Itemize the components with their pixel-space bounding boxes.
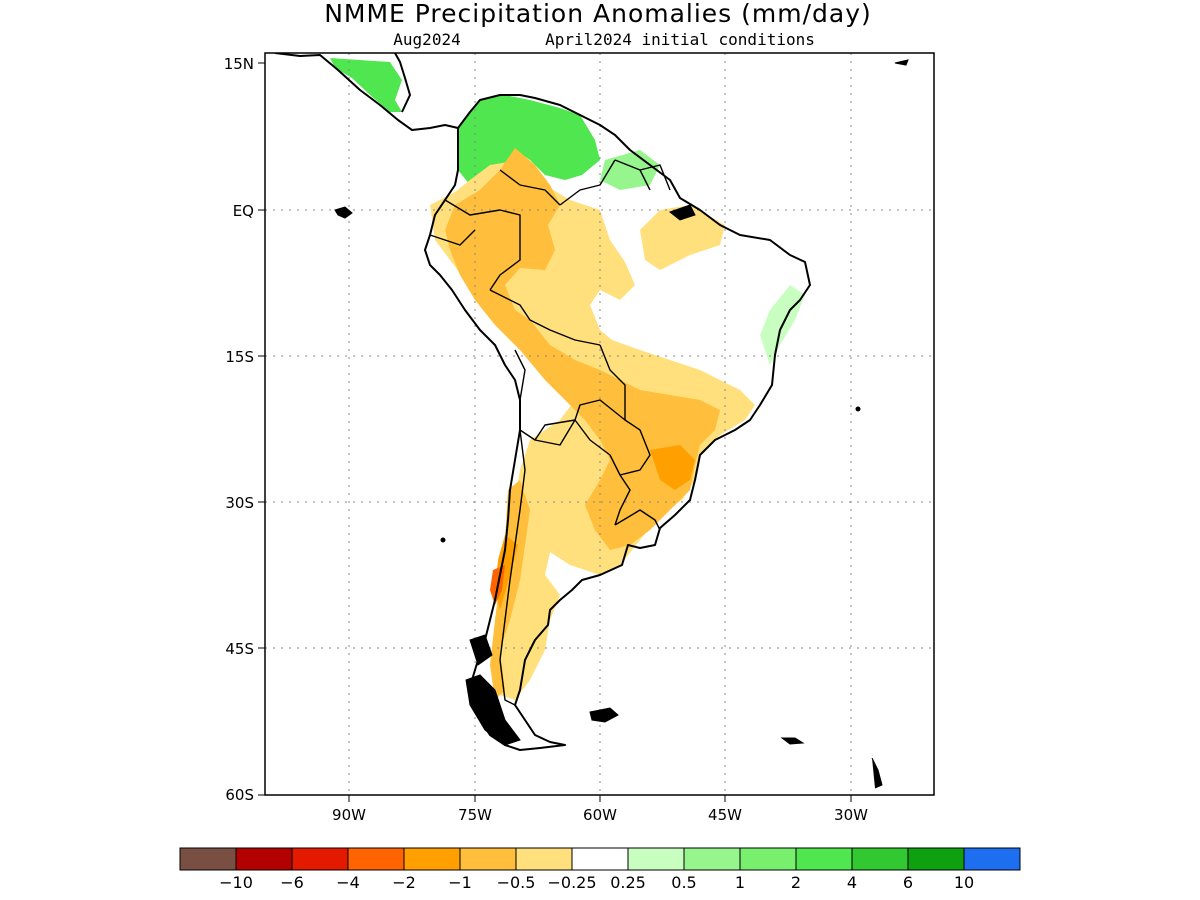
border-paraguay [574, 419, 651, 476]
caribbean-islet [894, 59, 909, 66]
border-peru-brazil [489, 289, 601, 346]
colorbar-swatch [683, 847, 741, 871]
chiloe-archipelago [469, 634, 493, 666]
border-argentina-north [534, 419, 631, 526]
colorbar-labels: −10 −6 −4 −2 −1 −0.5 −0.25 0.25 0.5 1 2 … [219, 873, 974, 892]
lat-tick-label: 45S [225, 640, 254, 658]
colorbar-label: −10 [219, 873, 253, 892]
south-sandwich-islands [871, 757, 883, 789]
colorbar-label: −1 [448, 873, 472, 892]
colorbar-swatch [235, 847, 293, 871]
colorbar-swatch [291, 847, 349, 871]
colorbar-swatch [459, 847, 517, 871]
colorbar-label: 0.5 [671, 873, 696, 892]
negative-anomaly-light-ne-brazil [640, 205, 725, 270]
south-georgia [780, 737, 805, 745]
colorbar-swatch [571, 847, 629, 871]
colorbar-swatch [627, 847, 685, 871]
coastlines [274, 53, 811, 751]
colorbar-swatch [739, 847, 797, 871]
lon-tick-label: 45W [708, 806, 742, 824]
colorbar-swatch [347, 847, 405, 871]
initial-conditions-label: April2024 initial conditions [545, 30, 815, 49]
border-colombia-peru [444, 199, 521, 291]
colorbar-swatch [795, 847, 853, 871]
colorbar-label: −0.25 [547, 873, 596, 892]
longitude-axis: 90W 75W 60W 45W 30W [332, 795, 868, 824]
colorbar [179, 847, 1021, 871]
positive-anomaly-central-america [330, 58, 402, 112]
lon-tick-label: 60W [583, 806, 617, 824]
border-venezuela-brazil [559, 159, 616, 206]
colorbar-label: −0.5 [497, 873, 536, 892]
colorbar-swatch [851, 847, 909, 871]
country-borders [429, 159, 671, 706]
colorbar-label: 2 [791, 873, 801, 892]
tierra-del-fuego [465, 674, 521, 746]
border-colombia-venezuela [499, 169, 561, 206]
lat-tick-label: 60S [225, 786, 254, 804]
anomaly-shading [330, 58, 805, 700]
negative-anomaly-strong-southeast-brazil [650, 445, 695, 490]
st-helena-islet [440, 537, 446, 543]
south-america-coast [424, 94, 811, 751]
lat-tick-label: 15N [224, 55, 254, 73]
colorbar-swatch [515, 847, 573, 871]
map-plot-area [265, 53, 934, 795]
colorbar-label: 10 [954, 873, 974, 892]
marajo-island [668, 204, 696, 221]
negative-anomaly-moderate-chile [490, 480, 530, 700]
colorbar-swatch [963, 847, 1021, 871]
colorbar-label: −2 [392, 873, 416, 892]
positive-anomaly-northern-colombia [458, 95, 600, 185]
islands [334, 59, 909, 789]
border-uruguay [614, 509, 661, 531]
border-ecuador [429, 229, 476, 246]
colorbar-label: −4 [336, 873, 360, 892]
galapagos-islands [334, 206, 353, 219]
colorbar-swatch [907, 847, 965, 871]
lat-tick-label: EQ [233, 202, 254, 220]
map-title: NMME Precipitation Anomalies (mm/day) [324, 0, 872, 28]
colorbar-swatch [179, 847, 237, 871]
colorbar-label: 0.25 [610, 873, 646, 892]
border-argentina-chile [499, 429, 526, 706]
falkland-islands [589, 707, 619, 723]
colorbar-label: 6 [903, 873, 913, 892]
lon-tick-label: 75W [458, 806, 492, 824]
valid-month-label: Aug2024 [393, 30, 460, 49]
lat-tick-label: 15S [225, 348, 254, 366]
lon-tick-label: 90W [332, 806, 366, 824]
colorbar-label: 4 [847, 873, 857, 892]
lat-tick-label: 30S [225, 494, 254, 512]
colorbar-swatch [403, 847, 461, 871]
central-america-coast [274, 53, 459, 131]
trindade-island [855, 406, 861, 412]
border-guianas [614, 159, 671, 191]
colorbar-label: −6 [280, 873, 304, 892]
latitude-axis: 15N EQ 15S 30S 45S 60S [224, 55, 265, 804]
lon-tick-label: 30W [834, 806, 868, 824]
negative-anomaly-moderate [445, 148, 720, 550]
colorbar-label: 1 [735, 873, 745, 892]
